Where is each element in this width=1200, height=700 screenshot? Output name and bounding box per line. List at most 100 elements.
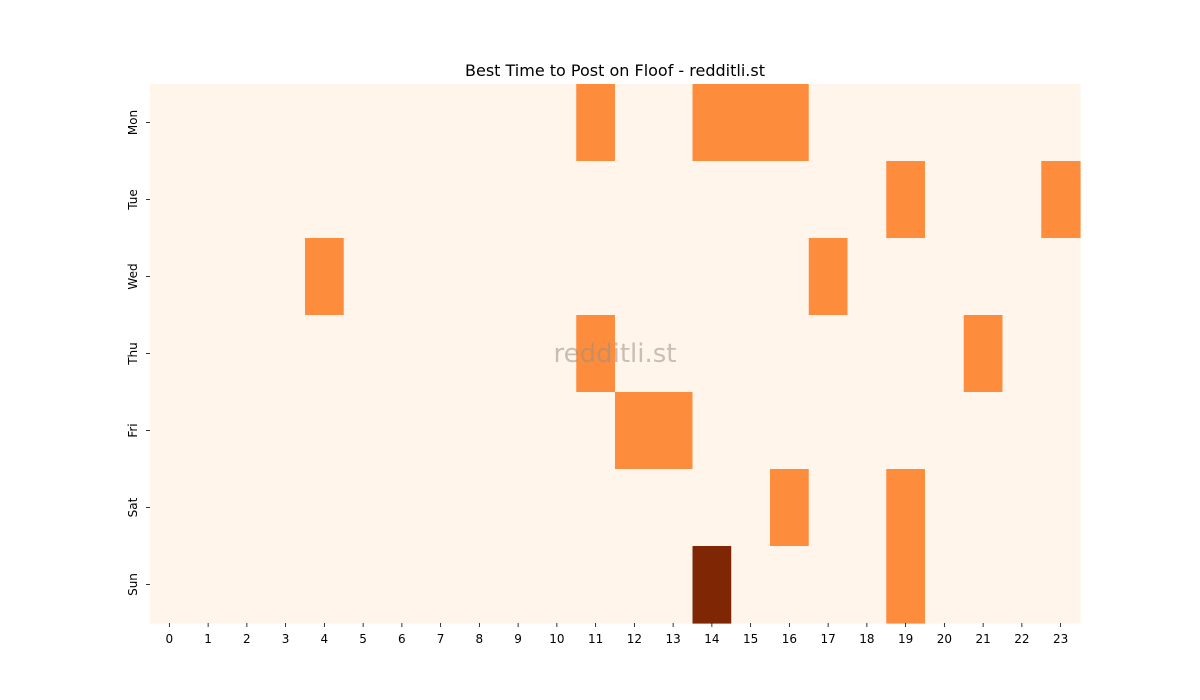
heatmap-cell-sat-12 [615,469,655,547]
heatmap-cell-sat-23 [1041,469,1081,547]
heatmap-cell-fri-23 [1041,392,1081,470]
heatmap-cell-fri-21 [963,392,1004,470]
x-tick-label: 20 [937,632,952,646]
heatmap-cell-thu-8 [460,315,500,393]
heatmap-cell-sat-20 [925,469,965,547]
heatmap-cell-tue-5 [343,161,384,239]
heatmap-cell-sun-11 [576,546,616,624]
heatmap-cell-mon-6 [382,84,422,162]
heatmap-cell-mon-19 [886,84,926,162]
heatmap-cell-wed-2 [227,238,267,316]
heatmap-cell-fri-20 [925,392,965,470]
heatmap-cell-wed-0 [150,238,190,316]
x-tick-label: 11 [588,632,603,646]
heatmap-cell-wed-19 [886,238,926,316]
heatmap-cell-thu-7 [421,315,461,393]
heatmap-cell-sat-0 [150,469,190,547]
heatmap-cell-sat-7 [421,469,461,547]
heatmap-cell-wed-16 [770,238,810,316]
heatmap-cell-sun-16 [770,546,810,624]
heatmap-cell-fri-2 [227,392,267,470]
heatmap-cell-fri-19 [886,392,926,470]
heatmap-cell-sat-15 [731,469,771,547]
heatmap-cell-thu-12 [615,315,655,393]
heatmap-cell-fri-1 [188,392,229,470]
heatmap-cell-thu-16 [770,315,810,393]
heatmap-cell-wed-3 [266,238,306,316]
heatmap-cell-fri-22 [1002,392,1042,470]
heatmap-cell-wed-14 [692,238,732,316]
y-tick-label: Sun [126,573,140,596]
heatmap-cell-mon-16 [770,84,810,162]
heatmap-cell-thu-18 [847,315,887,393]
heatmap-cell-mon-18 [847,84,887,162]
x-tick-label: 21 [975,632,990,646]
heatmap-cell-tue-12 [615,161,655,239]
heatmap-cell-tue-16 [770,161,810,239]
heatmap-cell-thu-4 [305,315,345,393]
heatmap-cell-thu-17 [808,315,849,393]
heatmap-cell-thu-13 [653,315,694,393]
heatmap-cell-fri-17 [808,392,849,470]
heatmap-cell-mon-22 [1002,84,1042,162]
heatmap-cell-sun-7 [421,546,461,624]
heatmap-cell-sun-22 [1002,546,1042,624]
y-axis: Mon Tue Wed Thu Fri Sat Sun [126,110,150,596]
heatmap-cell-sat-16 [770,469,810,547]
heatmap-cell-mon-2 [227,84,267,162]
heatmap-cell-sat-17 [808,469,849,547]
heatmap-cell-thu-6 [382,315,422,393]
heatmap-cell-wed-23 [1041,238,1081,316]
heatmap-cell-thu-21 [963,315,1004,393]
heatmap-cell-mon-4 [305,84,345,162]
heatmap-cell-tue-0 [150,161,190,239]
heatmap-cell-wed-8 [460,238,500,316]
heatmap-cell-wed-15 [731,238,771,316]
heatmap-cell-sun-13 [653,546,694,624]
y-tick-label: Tue [126,189,140,211]
heatmap-cell-wed-11 [576,238,616,316]
y-tick-label: Wed [126,263,140,289]
y-tick-label: Sat [126,497,140,517]
heatmap-cell-wed-13 [653,238,694,316]
x-tick-label: 9 [514,632,522,646]
heatmap-cell-thu-11 [576,315,616,393]
heatmap-cell-tue-3 [266,161,306,239]
heatmap-cell-wed-5 [343,238,384,316]
heatmap-cell-tue-15 [731,161,771,239]
heatmap-cell-mon-11 [576,84,616,162]
heatmap-cell-wed-7 [421,238,461,316]
heatmap-cell-tue-6 [382,161,422,239]
heatmap-cell-sat-5 [343,469,384,547]
heatmap-cell-thu-3 [266,315,306,393]
x-tick-label: 7 [437,632,445,646]
heatmap-cell-sun-4 [305,546,345,624]
heatmap-cell-tue-22 [1002,161,1042,239]
heatmap-cell-thu-10 [537,315,577,393]
x-tick-label: 15 [743,632,758,646]
heatmap-cell-wed-20 [925,238,965,316]
heatmap-cell-sat-10 [537,469,577,547]
heatmap-cell-mon-9 [498,84,539,162]
heatmap-cell-thu-5 [343,315,384,393]
heatmap-cell-fri-12 [615,392,655,470]
heatmap-cell-thu-23 [1041,315,1081,393]
heatmap-cell-tue-19 [886,161,926,239]
heatmap-cell-fri-16 [770,392,810,470]
x-tick-label: 13 [665,632,680,646]
x-tick-label: 18 [859,632,874,646]
heatmap-cell-thu-9 [498,315,539,393]
heatmap-cell-mon-3 [266,84,306,162]
heatmap-cell-fri-5 [343,392,384,470]
heatmap-cell-mon-0 [150,84,190,162]
heatmap-cell-mon-14 [692,84,732,162]
heatmap-cell-sat-21 [963,469,1004,547]
heatmap-cell-sun-15 [731,546,771,624]
heatmap-cell-wed-21 [963,238,1004,316]
heatmap-cell-mon-23 [1041,84,1081,162]
heatmap-cell-sat-22 [1002,469,1042,547]
heatmap-cell-fri-14 [692,392,732,470]
heatmap-cell-fri-3 [266,392,306,470]
